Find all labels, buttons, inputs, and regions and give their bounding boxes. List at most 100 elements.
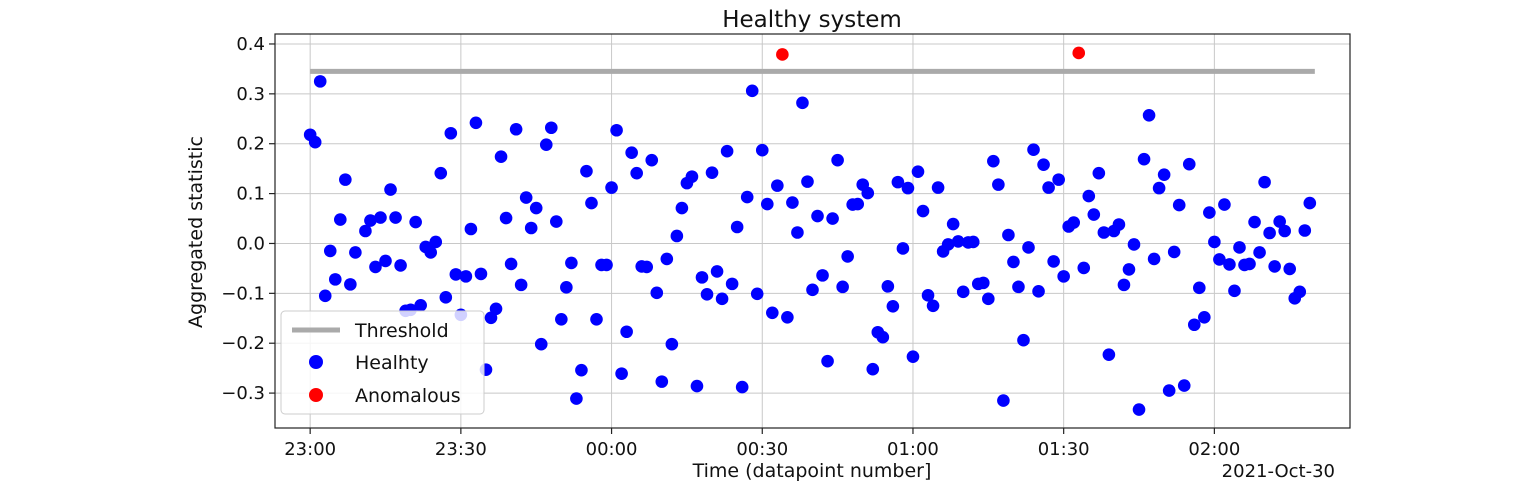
healthy-point [1037,158,1050,171]
healthy-point [1077,261,1091,275]
healthy-point [494,150,508,163]
healthy-point [1132,403,1146,416]
healthy-point [344,278,357,291]
healthy-point [740,190,754,204]
healthy-point [308,135,322,149]
healthy-point [951,235,965,248]
healthy-point [921,289,935,302]
legend-healthy-label: Healhty [355,352,429,374]
healthy-point [1303,196,1317,210]
healthy-point [660,252,674,266]
x-tick-label: 00:30 [736,439,788,460]
healthy-point [323,244,337,258]
ticks: 23:00 23:30 00:00 00:30 01:00 01:30 02:00 0.4 0.… [221,34,1240,460]
healthy-point [544,121,558,135]
healthy-point [1052,173,1065,186]
healthy-point [529,201,543,215]
legend-anomalous-label: Anomalous [355,385,461,407]
healthy-point [982,292,995,306]
healthy-point [374,211,387,224]
healthy-point [434,166,448,180]
healthy-point [550,215,563,228]
healthy-point [519,191,533,204]
anomalous-point [776,48,789,61]
healthy-point [1057,270,1070,283]
healthy-point [1182,157,1196,171]
legend-healthy-swatch [309,355,323,369]
healthy-point [700,288,714,301]
healthy-point [389,211,402,224]
y-tick-label: 0.2 [236,134,265,155]
healthy-point [1157,168,1171,181]
healthy-point [645,153,659,167]
healthy-point [1268,260,1281,273]
healthy-point [409,215,422,229]
healthy-point [821,354,834,368]
x-tick-label: 01:00 [887,439,939,460]
healthy-point [379,254,392,268]
healthy-point [349,246,362,259]
healthy-point [886,300,900,313]
plot-frame [274,33,1351,429]
healthy-point [695,271,709,284]
healthy-point [881,280,895,293]
healthy-point [339,173,352,186]
healthy-point [1218,198,1231,211]
healthy-point [444,126,458,140]
healthy-point [1137,152,1151,166]
healthy-point [1223,258,1236,271]
healthy-point [806,283,819,297]
healthy-point [826,212,839,225]
healthy-point [966,235,980,249]
healthy-point [665,337,679,351]
healthy-point [590,312,603,326]
healthy-point [791,226,804,239]
healthy-point [1097,226,1111,239]
healthy-point [705,166,719,179]
y-tick-label: −0.1 [221,283,265,304]
healthy-point [1092,166,1106,180]
healthy-point [720,144,734,158]
healthy-point [560,281,573,294]
healthy-point [906,350,920,363]
healthy-point [489,302,503,316]
healthy-point [861,186,875,200]
healthy-point [1032,285,1045,298]
healthy-point [796,96,809,110]
x-axis-offset-label: 2021-Oct-30 [1222,461,1335,482]
healthy-point [956,285,970,299]
healthy-point [474,267,488,281]
healthy-point [1177,379,1191,392]
x-tick-label: 02:00 [1188,439,1240,460]
y-tick-label: 0.4 [236,34,265,55]
healthy-point [766,306,779,320]
healthy-point [655,375,669,388]
healthy-point [1273,215,1286,228]
healthy-point [1248,215,1261,229]
healthy-point [610,123,623,137]
healthy-point [1002,228,1015,242]
healthy-point [1142,108,1156,122]
healthy-point [992,178,1005,191]
x-tick-label: 23:00 [284,439,336,460]
healthy-point [1213,253,1226,266]
healthy-point [1172,198,1186,212]
healthy-point [896,242,910,255]
x-tick-label: 01:30 [1038,439,1090,460]
y-tick-label: 0.0 [236,233,265,254]
healthy-point [620,325,633,339]
healthy-point [926,299,940,313]
healthy-point [328,273,342,286]
healthy-point [876,330,890,344]
healthy-point [464,222,478,236]
healthy-point [1027,143,1040,157]
healthy-point [831,153,844,167]
x-axis-label: Time (datapoint number] [692,460,932,482]
x-tick-label: 00:00 [586,439,638,460]
points-layer [303,46,1317,416]
healthy-point [1283,262,1297,276]
healthy-point [1127,238,1141,251]
healthy-point [615,367,628,380]
healthy-point [841,250,854,263]
healthy-point [429,235,443,249]
